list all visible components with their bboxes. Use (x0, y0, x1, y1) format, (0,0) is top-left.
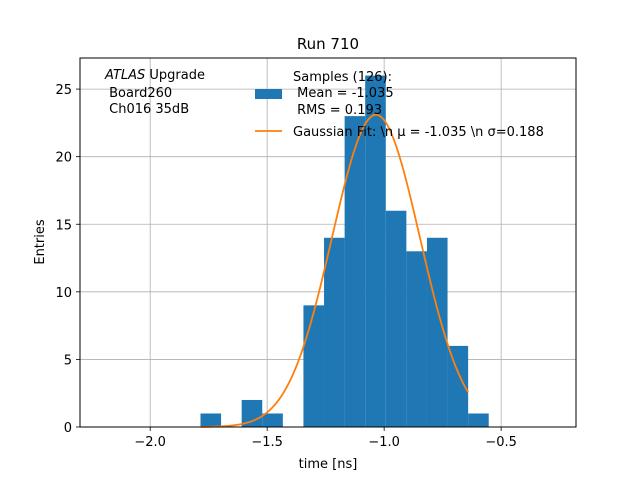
gaussian-fit (200, 113, 469, 428)
histogram-bar (200, 413, 222, 427)
legend-hist-line-2: Mean = -1.035 (293, 86, 394, 101)
annotation-line-2: Board260 (105, 86, 172, 101)
atlas-annotation: ATLAS Upgrade Board260 Ch016 35dB (104, 68, 205, 117)
histogram-bar (468, 413, 489, 427)
y-tick-label: 10 (55, 286, 72, 301)
histogram-bar (303, 305, 325, 427)
legend-hist-swatch (255, 89, 282, 99)
x-tick-label: −0.5 (485, 435, 517, 450)
x-axis: −2.0 −1.5 −1.0 −0.5 (134, 427, 517, 450)
plot-frame (79, 57, 577, 428)
x-tick-label: −1.0 (368, 435, 400, 450)
x-tick-label: −1.5 (251, 435, 283, 450)
histogram-bar (447, 345, 469, 427)
histogram-bar (365, 75, 386, 428)
histogram-bar (241, 399, 263, 427)
annotation-line-3: Ch016 35dB (105, 102, 189, 117)
annotation-atlas-italic: ATLAS (104, 68, 145, 83)
legend-hist-line-1: Samples (126): (293, 70, 392, 85)
histogram-bar (262, 413, 283, 427)
y-axis-label: Entries (33, 219, 48, 265)
y-tick-label: 0 (64, 421, 72, 436)
y-tick-label: 25 (55, 83, 72, 98)
annotation-atlas-rest: Upgrade (145, 68, 205, 83)
annotation-line-1: ATLAS Upgrade (104, 68, 205, 83)
legend-hist-line-3: RMS = 0.193 (293, 103, 382, 118)
y-tick-label: 5 (64, 353, 72, 368)
histogram-bar (406, 251, 427, 427)
y-axis: 0 5 10 15 20 25 (55, 83, 80, 436)
histogram-bar (344, 116, 366, 427)
gaussian-fit-line (200, 113, 469, 428)
histogram-bars (200, 75, 489, 428)
y-tick-label: 20 (55, 151, 72, 166)
x-tick-label: −2.0 (134, 435, 166, 450)
chart-title: Run 710 (297, 35, 359, 53)
legend: Samples (126): Mean = -1.035 RMS = 0.193… (255, 70, 544, 140)
legend-fit-label: Gaussian Fit: \n μ = -1.035 \n σ=0.188 (293, 125, 544, 140)
histogram-bar (324, 237, 345, 427)
y-tick-label: 15 (55, 218, 72, 233)
histogram-bar (385, 210, 407, 427)
x-axis-label: time [ns] (299, 457, 358, 472)
